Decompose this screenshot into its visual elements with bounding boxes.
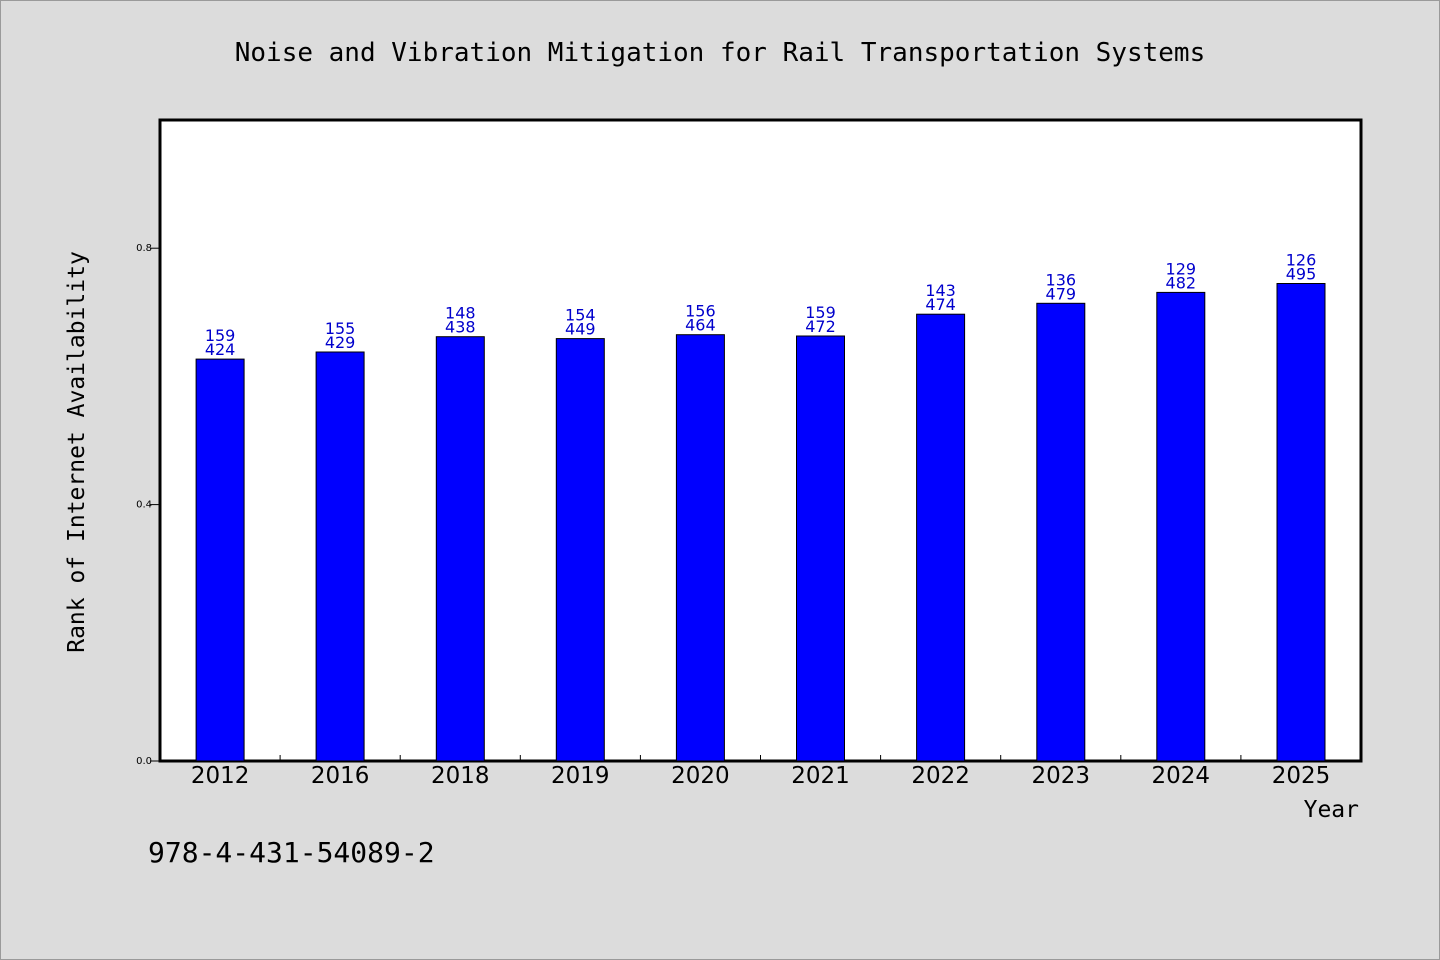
data-label-2025-2: 495 (1286, 265, 1317, 284)
x-tick-label-2019: 2019 (551, 763, 610, 789)
bar-2018 (435, 336, 485, 762)
data-label-2020-1: 156 (685, 302, 716, 321)
data-label-2019-2: 449 (565, 320, 596, 339)
y-tick-label-2: 0.8 (136, 243, 152, 254)
data-label-2025-1: 126 (1286, 251, 1317, 270)
data-label-2019-1: 154 (565, 306, 596, 325)
x-tick-label-2020: 2020 (671, 763, 730, 789)
data-label-2018-1: 148 (445, 304, 476, 323)
data-label-2012-1: 159 (205, 326, 236, 345)
data-label-2020-2: 464 (685, 316, 716, 335)
y-tick-label-0: 0.0 (136, 756, 152, 767)
x-tick-label-2016: 2016 (311, 763, 370, 789)
x-tick-label-2018: 2018 (431, 763, 490, 789)
y-axis-label: Rank of Internet Availability (64, 251, 90, 653)
bar-2021 (796, 335, 845, 762)
y-axis: 0.0 0.4 0.8 (136, 243, 160, 767)
x-tick-label-2022: 2022 (911, 763, 970, 789)
data-label-2021-2: 472 (805, 317, 836, 336)
x-axis-label: Year (1304, 797, 1359, 823)
isbn-code: 978-4-431-54089-2 (148, 836, 435, 869)
x-tick-label-2023: 2023 (1032, 763, 1091, 789)
x-tick-label-2024: 2024 (1152, 763, 1211, 789)
bar-2024 (1156, 291, 1206, 762)
chart-title: Noise and Vibration Mitigation for Rail … (235, 38, 1206, 68)
data-label-2022-1: 143 (925, 281, 956, 300)
bar-2012 (195, 358, 245, 762)
data-label-2012-2: 424 (205, 340, 236, 359)
bar-2023 (1036, 302, 1086, 762)
bar-2019 (555, 338, 605, 762)
data-label-2016-1: 155 (325, 319, 356, 338)
data-label-2021-1: 159 (805, 303, 836, 322)
data-label-2022-2: 474 (925, 295, 956, 314)
data-label-2023-2: 479 (1046, 284, 1077, 303)
y-tick-label-1: 0.4 (136, 500, 152, 511)
bar-2025 (1276, 283, 1326, 762)
bars-group (195, 283, 1326, 762)
bar-2022 (916, 313, 966, 762)
bar-2020 (675, 334, 725, 762)
x-axis: 2012 2016 2018 2019 2020 2021 2022 2023 2024 2025 (191, 755, 1330, 789)
data-label-2023-1: 136 (1046, 270, 1077, 289)
x-tick-label-2012: 2012 (191, 763, 250, 789)
data-label-2024-2: 482 (1166, 273, 1197, 292)
data-label-2016-2: 429 (325, 333, 356, 352)
data-label-2024-1: 129 (1166, 259, 1197, 278)
bar-2016 (315, 351, 365, 762)
x-tick-label-2025: 2025 (1272, 763, 1331, 789)
data-label-2018-2: 438 (445, 318, 476, 337)
data-labels-group: 1594241554291484381544491564641594721434… (205, 251, 1316, 360)
x-tick-label-2021: 2021 (791, 763, 850, 789)
